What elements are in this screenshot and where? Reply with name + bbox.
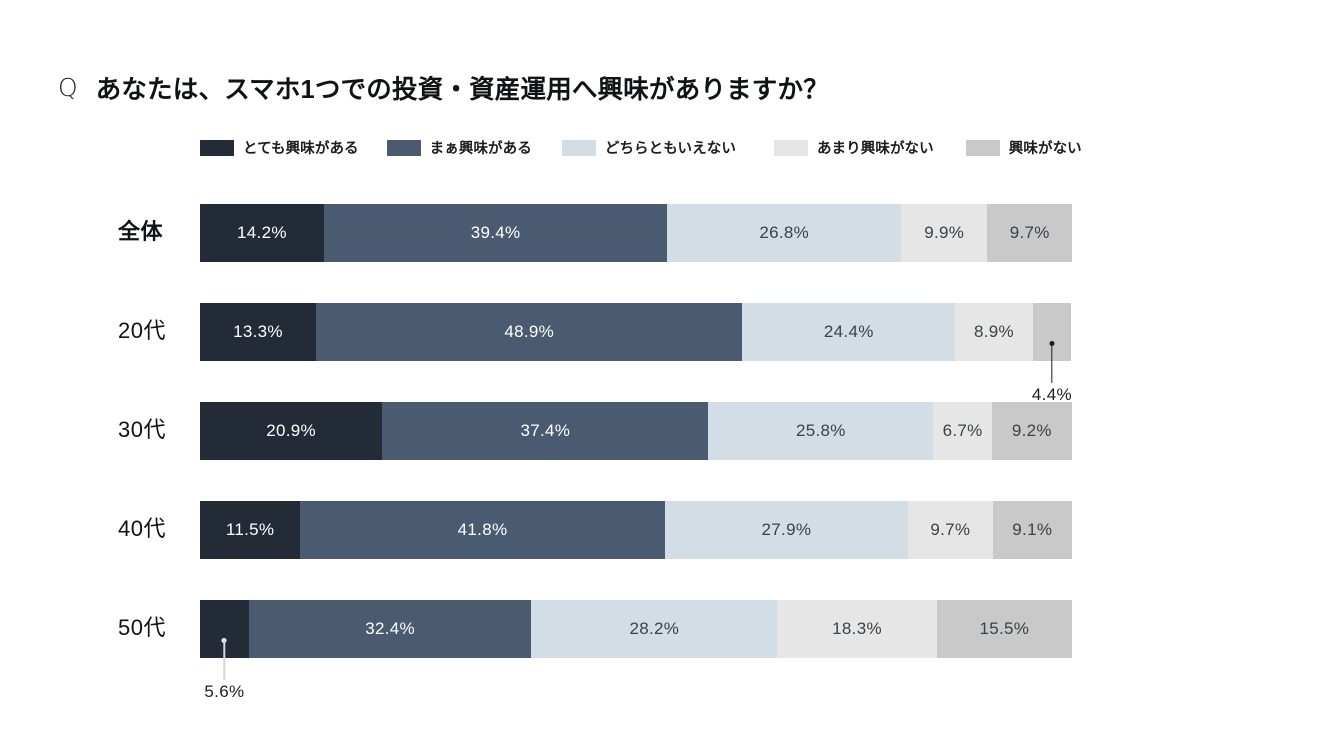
question-mark-icon: Q xyxy=(58,73,78,103)
legend-swatch-icon xyxy=(773,139,808,156)
segment-value-label: 9.1% xyxy=(1012,520,1053,539)
segment-value-label: 5.6% xyxy=(204,682,245,701)
segment-value-label: 20.9% xyxy=(266,421,316,440)
legend-swatch-icon xyxy=(386,139,421,156)
segment-value-label: 8.9% xyxy=(973,322,1014,341)
bar-segment[interactable]: 32.4% xyxy=(248,600,532,658)
value-callout: 5.6% xyxy=(200,600,249,701)
bar-segment[interactable]: 9.7% xyxy=(908,501,993,559)
segment-value-label: 26.8% xyxy=(759,223,810,242)
segment-value-label: 9.2% xyxy=(1011,421,1052,440)
bar-segment[interactable]: 14.2% xyxy=(200,204,324,262)
callout-dot-icon xyxy=(1049,341,1055,346)
segment-value-label: 39.4% xyxy=(470,223,521,242)
row-category-label: 全体 xyxy=(118,219,164,244)
bar-segment[interactable]: 37.4% xyxy=(382,402,709,460)
bar-segment[interactable]: 24.4% xyxy=(742,303,956,361)
question-header: Q あなたは、スマホ1つでの投資・資産運用へ興味がありますか？ xyxy=(58,52,829,123)
segment-value-label: 24.4% xyxy=(823,322,874,341)
row-category-label: 30代 xyxy=(118,417,166,442)
callout-leader-line xyxy=(223,640,226,680)
bar-segment[interactable]: 15.5% xyxy=(936,600,1072,658)
chart-row: 30代 20.9% 37.4% 25.8% 6.7% 9.2% xyxy=(0,384,1320,483)
legend-item[interactable]: どちらともいえない xyxy=(561,137,736,158)
bar-segment[interactable]: 9.7% xyxy=(987,204,1072,262)
bar-segment[interactable]: 20.9% xyxy=(200,402,383,460)
bar-segment[interactable]: 13.3% xyxy=(200,303,316,361)
bar-segment[interactable]: 9.9% xyxy=(901,204,988,262)
legend-item[interactable]: とても興味がある xyxy=(200,137,359,158)
bar-segment[interactable]: 9.1% xyxy=(992,501,1072,559)
bar-segment[interactable]: 8.9% xyxy=(955,303,1033,361)
chart-row: 20代 13.3% 48.9% 24.4% 8.9% 4.4% xyxy=(0,285,1320,404)
row-category-label: 20代 xyxy=(118,318,166,343)
legend-item-label: とても興味がある xyxy=(243,141,359,157)
page-title: あなたは、スマホ1つでの投資・資産運用へ興味がありますか？ xyxy=(95,76,829,105)
segment-value-label: 9.9% xyxy=(924,223,965,242)
chart-row: 全体 14.2% 39.4% 26.8% 9.9% 9.7% xyxy=(0,186,1320,285)
legend-item[interactable]: まぁ興味がある xyxy=(386,137,532,158)
segment-value-label: 41.8% xyxy=(457,520,508,539)
segment-value-label: 25.8% xyxy=(795,421,846,440)
segment-value-label: 9.7% xyxy=(930,520,971,539)
legend-item-label: 興味がない xyxy=(1008,141,1082,157)
bar-segment[interactable]: 48.9% xyxy=(315,303,743,361)
value-callout: 4.4% xyxy=(1032,303,1072,404)
segment-value-label: 28.2% xyxy=(629,619,680,638)
chart-row: 40代 11.5% 41.8% 27.9% 9.7% 9.1% xyxy=(0,483,1320,582)
bar-segment[interactable]: 26.8% xyxy=(667,204,902,262)
segment-value-label: 6.7% xyxy=(942,421,983,440)
segment-value-label: 48.9% xyxy=(504,322,555,341)
legend-item-label: どちらともいえない xyxy=(604,141,736,157)
chart-row: 50代 5.6% 32.4% 28.2% 18.3% 15.5% xyxy=(0,582,1320,701)
legend-swatch-icon xyxy=(965,139,1000,156)
segment-value-label: 13.3% xyxy=(233,322,283,341)
segment-value-label: 18.3% xyxy=(832,619,882,638)
segment-value-label: 37.4% xyxy=(520,421,571,440)
legend-item[interactable]: あまり興味がない xyxy=(773,137,934,158)
legend-item-label: まぁ興味がある xyxy=(429,141,532,157)
bar-segment[interactable]: 25.8% xyxy=(708,402,934,460)
stacked-bar: 13.3% 48.9% 24.4% 8.9% 4.4% xyxy=(200,303,1072,404)
bar-segment[interactable]: 28.2% xyxy=(531,600,778,658)
segment-value-label: 27.9% xyxy=(761,520,812,539)
segment-value-label: 11.5% xyxy=(225,520,275,539)
callout-dot-icon xyxy=(221,638,227,643)
segment-value-label: 32.4% xyxy=(365,619,415,638)
segment-value-label: 15.5% xyxy=(979,619,1030,638)
legend-swatch-icon xyxy=(561,139,596,156)
bar-segment[interactable]: 41.8% xyxy=(300,501,665,559)
callout-leader-line xyxy=(1051,343,1053,383)
bar-segment[interactable]: 4.4% xyxy=(1032,303,1072,404)
bar-segment[interactable]: 9.2% xyxy=(991,402,1072,460)
stacked-bar: 11.5% 41.8% 27.9% 9.7% 9.1% xyxy=(200,501,1072,559)
chart-legend: とても興味がある まぁ興味がある どちらともいえない あまり興味がない 興味がない xyxy=(200,137,1200,158)
bar-segment[interactable]: 27.9% xyxy=(664,501,909,559)
stacked-bar: 14.2% 39.4% 26.8% 9.9% 9.7% xyxy=(200,204,1072,262)
row-category-label: 50代 xyxy=(118,615,166,640)
legend-swatch-icon xyxy=(200,139,234,156)
legend-item[interactable]: 興味がない xyxy=(965,137,1082,158)
stacked-bar: 5.6% 32.4% 28.2% 18.3% 15.5% xyxy=(200,600,1072,701)
bar-segment[interactable]: 6.7% xyxy=(933,402,992,460)
bar-segment[interactable]: 18.3% xyxy=(777,600,937,658)
stacked-bar: 20.9% 37.4% 25.8% 6.7% 9.2% xyxy=(200,402,1072,460)
stacked-bar-chart: 全体 14.2% 39.4% 26.8% 9.9% 9.7% 20代 13.3% 48.9% 24… xyxy=(0,186,1320,701)
segment-value-label: 14.2% xyxy=(237,223,287,242)
bar-segment[interactable]: 39.4% xyxy=(323,204,668,262)
segment-value-label: 9.7% xyxy=(1009,223,1050,242)
legend-item-label: あまり興味がない xyxy=(816,141,934,157)
row-category-label: 40代 xyxy=(118,516,166,541)
bar-segment[interactable]: 5.6% xyxy=(200,600,249,701)
bar-segment[interactable]: 11.5% xyxy=(200,501,301,559)
